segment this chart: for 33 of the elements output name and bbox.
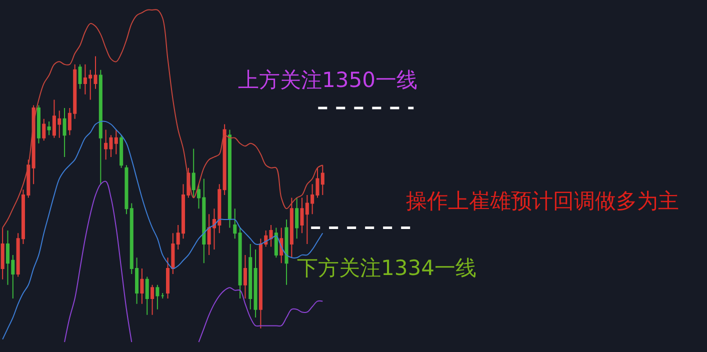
candlestick bbox=[238, 227, 242, 299]
candlestick bbox=[320, 164, 324, 196]
candlestick bbox=[254, 248, 258, 318]
candlestick bbox=[156, 284, 160, 310]
candlestick bbox=[120, 134, 124, 168]
candlestick bbox=[150, 284, 154, 316]
candlestick bbox=[36, 104, 40, 144]
candlestick bbox=[0, 227, 4, 280]
candlestick bbox=[243, 254, 247, 299]
ref-line-label: 下方关注1334一线 bbox=[297, 256, 476, 280]
candlestick bbox=[98, 69, 102, 185]
candlestick bbox=[124, 164, 128, 215]
candlestick bbox=[32, 104, 36, 185]
candlestick bbox=[284, 219, 288, 286]
candlestick bbox=[295, 197, 299, 240]
candlestick bbox=[192, 148, 196, 198]
candlestick bbox=[269, 224, 273, 248]
text: 操作上崔雄预计回调做多为主 bbox=[406, 189, 679, 213]
candlestick bbox=[274, 227, 278, 258]
candlestick bbox=[42, 118, 46, 142]
ref-line-label: 上方关注1350一线 bbox=[238, 68, 418, 92]
candlestick bbox=[160, 292, 164, 299]
candlestick bbox=[233, 208, 237, 240]
candlestick bbox=[248, 244, 252, 310]
candlestick bbox=[222, 124, 226, 196]
candlestick bbox=[290, 197, 294, 258]
candlestick bbox=[140, 268, 144, 304]
candlestick bbox=[47, 121, 51, 136]
candlestick bbox=[62, 107, 66, 158]
candlestick bbox=[280, 227, 284, 264]
candlestick bbox=[145, 276, 149, 316]
candlestick bbox=[78, 64, 82, 90]
candlestick bbox=[228, 129, 232, 228]
